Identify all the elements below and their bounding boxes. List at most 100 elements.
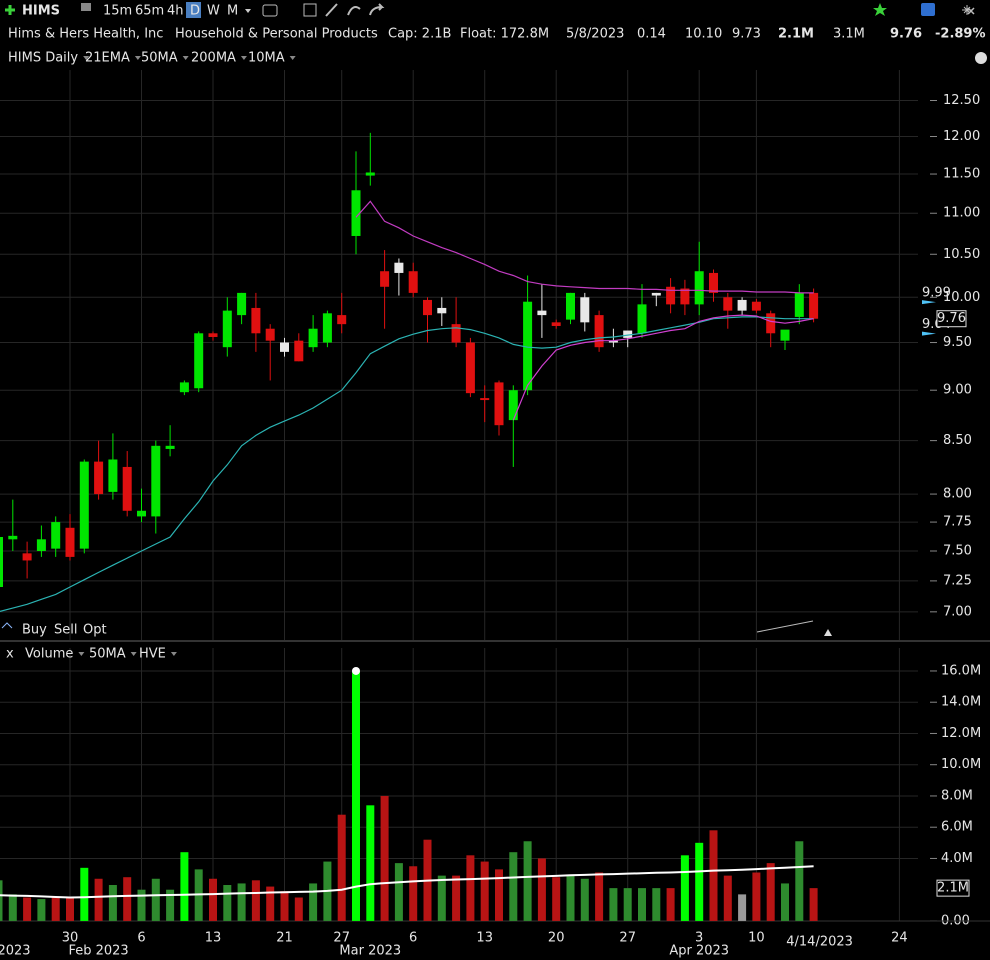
volume-bar: [394, 863, 403, 921]
volume-legend[interactable]: Volume: [25, 647, 73, 662]
volume-tick-label: 8.0M: [941, 788, 973, 803]
volume-bar: [166, 889, 175, 921]
last-price-label: 9.76: [937, 311, 966, 326]
candle-body: [222, 310, 232, 348]
volume-bar: [595, 872, 604, 921]
header-pct-change: -2.89%: [935, 27, 986, 42]
volume-bar: [366, 805, 375, 921]
volume-legend[interactable]: x: [6, 647, 14, 662]
candle-body: [594, 315, 604, 348]
indicator-legend[interactable]: 200MA: [191, 51, 236, 66]
header-cap: Cap: 2.1B: [388, 27, 451, 42]
candle-body: [237, 292, 247, 316]
volume-tick-label: 16.0M: [941, 663, 981, 678]
volume-bar: [523, 841, 532, 921]
volume-bar: [509, 852, 518, 921]
x-tick-label: 6: [137, 931, 145, 946]
x-tick-label: 27: [333, 931, 350, 946]
price-marker-arrow: [922, 331, 936, 336]
x-tick-label: 13: [205, 931, 222, 946]
icon[interactable]: [921, 3, 935, 16]
dropdown-arrow[interactable]: [78, 652, 85, 656]
dropdown-arrow[interactable]: [240, 56, 247, 60]
candle-body: [165, 445, 175, 449]
dropdown-arrow[interactable]: [182, 56, 189, 60]
candle-body: [623, 330, 633, 338]
volume-legend[interactable]: HVE: [139, 647, 166, 662]
candle-body: [280, 342, 289, 352]
candle-body: [94, 461, 104, 495]
volume-legend[interactable]: 50MA: [89, 647, 126, 662]
icon[interactable]: [962, 5, 972, 15]
volume-bar: [652, 888, 661, 921]
dropdown-arrow[interactable]: [130, 652, 137, 656]
volume-bar: [452, 875, 461, 921]
candle-body: [122, 466, 132, 511]
trade-button[interactable]: Sell: [54, 623, 77, 638]
indicator-legend[interactable]: 21EMA: [85, 51, 130, 66]
volume-bar: [209, 878, 217, 921]
dropdown-arrow[interactable]: [134, 56, 141, 60]
icon[interactable]: [303, 3, 317, 17]
timeframe-active[interactable]: [186, 2, 201, 18]
timeframe[interactable]: D: [190, 4, 200, 19]
add-icon[interactable]: [5, 5, 15, 15]
header-float: Float: 172.8M: [460, 27, 549, 42]
candle-body: [465, 342, 475, 394]
timeframe[interactable]: M: [227, 4, 238, 19]
indicator-legend[interactable]: 50MA: [141, 51, 178, 66]
moving-average: [355, 200, 814, 294]
volume-bar: [638, 888, 646, 921]
y-tick-label: 11.50: [943, 167, 980, 182]
timeframe[interactable]: 65m: [135, 4, 164, 19]
scroll-marker[interactable]: [824, 629, 832, 636]
header-company: Hims & Hers Health, Inc: [8, 27, 163, 42]
icon[interactable]: [347, 6, 361, 16]
candle-body: [322, 313, 332, 343]
candle-body: [51, 522, 61, 549]
x-tick-label: 20: [548, 931, 565, 946]
volume-bar: [180, 852, 189, 921]
dropdown-arrow[interactable]: [245, 9, 251, 13]
candle-body: [108, 459, 118, 492]
trade-button[interactable]: Opt: [83, 623, 107, 638]
candle-body: [508, 390, 518, 421]
volume-bar: [309, 883, 318, 921]
indicator-legend[interactable]: HIMS Daily: [8, 51, 78, 66]
header-date: 5/8/2023: [566, 27, 624, 42]
timeframe[interactable]: 4h: [167, 4, 184, 19]
volume-bar: [695, 842, 704, 921]
x-month-label: Mar 2023: [339, 944, 401, 959]
timeframe[interactable]: W: [207, 4, 220, 19]
candle-body: [179, 382, 189, 393]
dropdown-arrow[interactable]: [170, 652, 177, 656]
volume-bar: [237, 883, 246, 921]
volume-bar: [409, 866, 418, 921]
indicator-legend[interactable]: 10MA: [248, 51, 285, 66]
price-marker-label: 9.99: [922, 286, 951, 301]
volume-bar: [251, 880, 260, 921]
candles: [0, 132, 819, 587]
candle-body: [637, 304, 647, 334]
candle-body: [365, 172, 375, 176]
volume-bar: [566, 875, 575, 921]
candle-body: [437, 307, 447, 314]
icon[interactable]: [325, 3, 338, 17]
settings-icon[interactable]: [975, 52, 987, 64]
candle-body: [151, 445, 161, 517]
dropdown-arrow[interactable]: [289, 56, 296, 60]
icon[interactable]: [81, 3, 91, 11]
volume-ma: [0, 865, 814, 899]
dropdown-arrow[interactable]: [83, 56, 90, 60]
timeframe[interactable]: 15m: [103, 4, 132, 19]
moving-average: [512, 314, 814, 421]
candle-body: [251, 307, 261, 334]
star-icon[interactable]: [873, 3, 887, 16]
volume-bar: [0, 880, 3, 921]
icon[interactable]: [262, 4, 278, 17]
trade-icon[interactable]: [1, 622, 13, 629]
close-icon[interactable]: [967, 7, 975, 15]
trade-button[interactable]: Buy: [22, 623, 47, 638]
icon[interactable]: [369, 3, 385, 16]
